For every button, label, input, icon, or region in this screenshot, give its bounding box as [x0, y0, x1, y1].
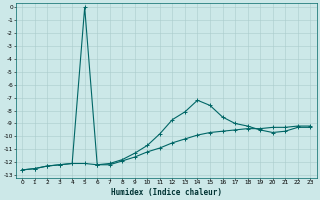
X-axis label: Humidex (Indice chaleur): Humidex (Indice chaleur)	[111, 188, 222, 197]
